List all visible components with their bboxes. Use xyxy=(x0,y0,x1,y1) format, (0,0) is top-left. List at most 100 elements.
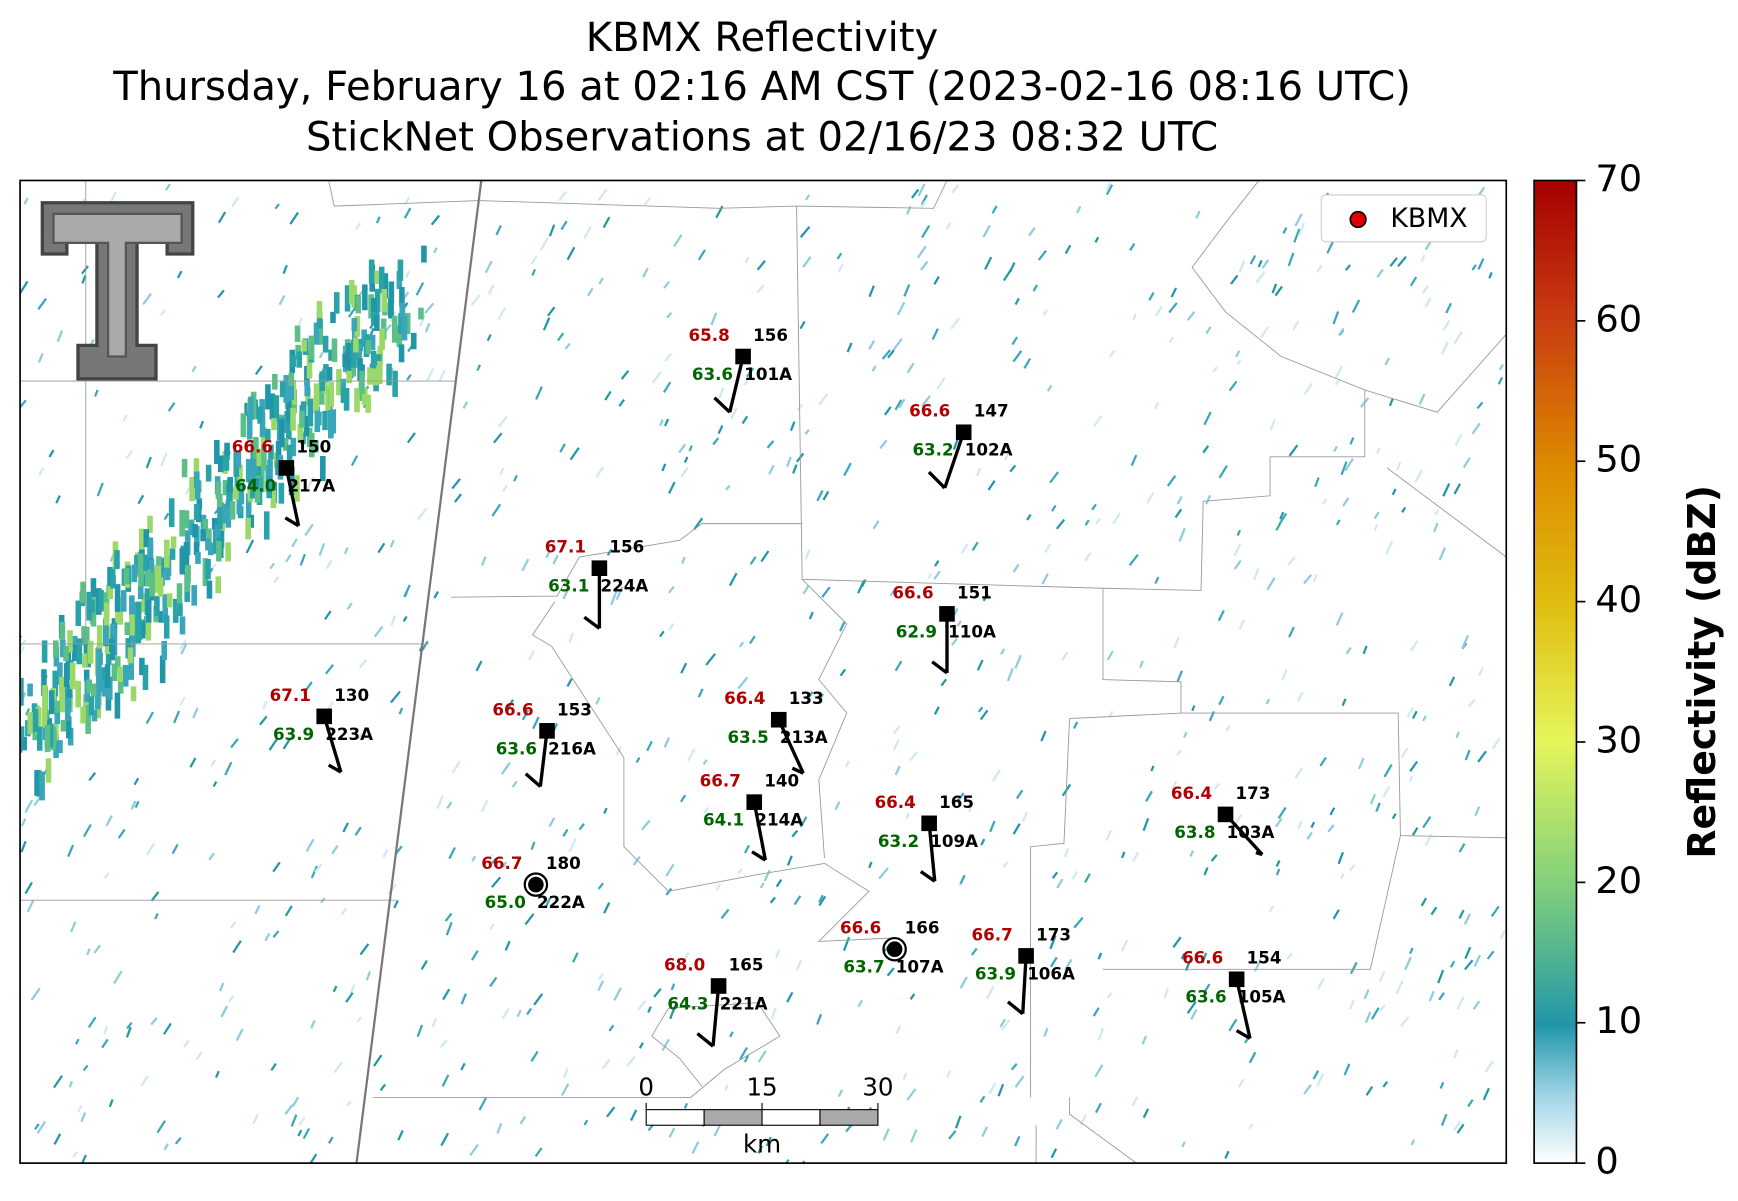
echo-cell xyxy=(1391,813,1397,820)
echo-cell xyxy=(214,1070,220,1078)
legend-box xyxy=(1320,194,1487,243)
echo-cell xyxy=(382,848,389,858)
echo-cell xyxy=(1274,285,1283,297)
echo-cell xyxy=(484,260,493,274)
echo-cell xyxy=(1212,366,1218,373)
echo-cell xyxy=(147,540,154,559)
echo-cell xyxy=(568,837,577,853)
echo-cell xyxy=(991,769,1002,782)
station-id: 221A xyxy=(720,993,768,1013)
echo-cell xyxy=(37,353,44,363)
echo-cell xyxy=(87,1016,97,1028)
echo-cell xyxy=(646,740,653,752)
echo-cell xyxy=(1275,860,1281,868)
echo-cell xyxy=(415,282,425,296)
echo-cell xyxy=(1349,437,1355,445)
echo-cell xyxy=(976,659,984,671)
echo-cell xyxy=(724,1084,729,1091)
echo-cell xyxy=(269,562,275,570)
echo-cell xyxy=(595,466,604,478)
echo-cell xyxy=(1409,640,1419,652)
echo-cell xyxy=(23,197,29,205)
echo-cell xyxy=(191,585,198,606)
echo-cell xyxy=(1044,543,1052,554)
echo-cell xyxy=(163,615,170,639)
echo-cell xyxy=(884,406,892,416)
echo-cell xyxy=(1195,210,1201,219)
echo-cell xyxy=(86,591,93,621)
echo-cell xyxy=(705,653,716,666)
echo-cell xyxy=(821,586,831,598)
echo-cell xyxy=(819,693,824,700)
echo-cell xyxy=(173,710,181,724)
echo-cell xyxy=(82,653,88,668)
echo-cell xyxy=(1130,454,1138,467)
wind-barb xyxy=(524,772,542,788)
echo-cell xyxy=(313,322,320,345)
echo-cell xyxy=(702,759,708,766)
echo-cell xyxy=(215,481,222,499)
echo-cell xyxy=(1428,990,1435,1002)
echo-cell xyxy=(1093,415,1103,427)
echo-cell xyxy=(233,486,239,500)
echo-cell xyxy=(1061,651,1069,661)
echo-cell xyxy=(1186,1000,1197,1014)
echo-cell xyxy=(909,993,916,1000)
wind-barb xyxy=(1255,850,1263,857)
echo-cell xyxy=(357,358,363,382)
echo-cell xyxy=(987,480,996,491)
echo-cell xyxy=(1363,989,1370,1000)
echo-cell xyxy=(730,407,738,420)
echo-cell xyxy=(176,270,183,279)
echo-cell xyxy=(205,464,212,482)
echo-cell xyxy=(693,517,704,531)
echo-cell xyxy=(141,593,147,613)
echo-cell xyxy=(1094,236,1100,243)
echo-cell xyxy=(1249,254,1257,265)
echo-cell xyxy=(399,302,406,317)
echo-cell xyxy=(756,260,766,271)
echo-cell xyxy=(679,794,687,803)
echo-cell xyxy=(717,425,724,435)
echo-cell xyxy=(1288,626,1295,638)
echo-cell xyxy=(105,652,112,665)
echo-cell xyxy=(1238,619,1246,630)
echo-cell xyxy=(270,490,277,509)
echo-cell xyxy=(1385,540,1394,555)
echo-cell xyxy=(80,581,86,603)
echo-cell xyxy=(54,700,61,713)
echo-cell xyxy=(836,252,843,260)
echo-cell xyxy=(946,1070,952,1078)
echo-cell xyxy=(133,777,140,786)
echo-cell xyxy=(20,635,23,644)
echo-cell xyxy=(290,437,297,457)
radar-echoes xyxy=(20,182,1506,1164)
echo-cell xyxy=(310,1019,316,1029)
echo-cell xyxy=(502,861,508,868)
echo-cell xyxy=(137,586,144,600)
echo-cell xyxy=(678,443,687,454)
echo-cell xyxy=(1456,996,1465,1010)
echo-cell xyxy=(1468,698,1476,708)
echo-cell xyxy=(354,222,362,231)
echo-cell xyxy=(1032,284,1039,292)
echo-cell xyxy=(857,999,864,1008)
echo-cell xyxy=(1389,257,1398,267)
echo-cell xyxy=(610,591,618,606)
wind-barb xyxy=(791,766,804,775)
echo-cell xyxy=(559,443,566,453)
echo-cell xyxy=(87,640,94,664)
echo-cell xyxy=(386,363,392,386)
temperature: 66.6 xyxy=(232,436,273,456)
echo-cell xyxy=(373,625,384,638)
wind-barb xyxy=(751,850,767,862)
echo-cell xyxy=(84,626,90,645)
echo-cell xyxy=(793,895,802,906)
echo-cell xyxy=(1484,1060,1494,1073)
echo-cell xyxy=(743,1054,750,1063)
echo-cell xyxy=(390,615,397,627)
echo-cell xyxy=(991,205,998,214)
echo-cell xyxy=(766,440,775,449)
echo-cell xyxy=(615,586,624,601)
